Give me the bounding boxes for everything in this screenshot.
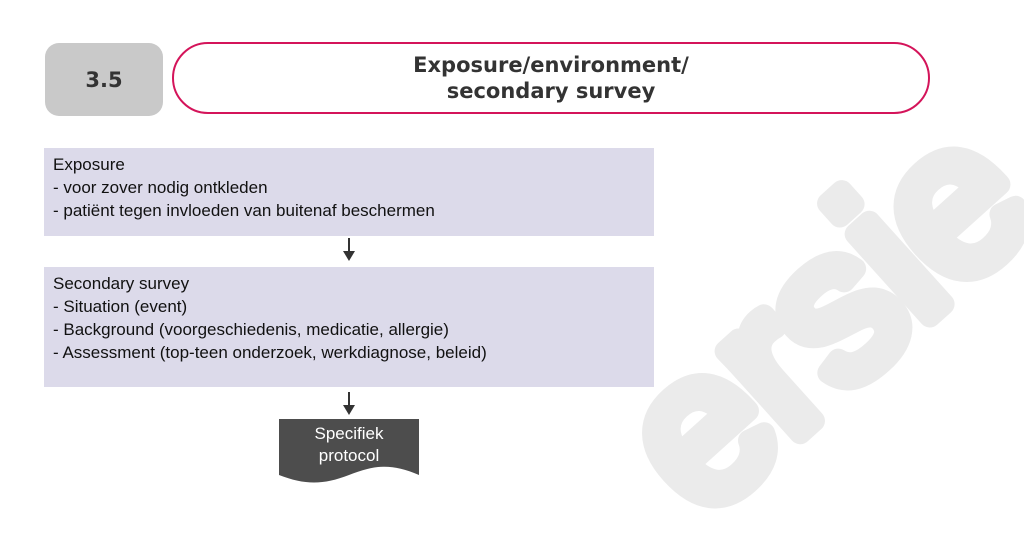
document-label-line-1: Specifiek [314, 424, 384, 443]
exposure-box: Exposure - voor zover nodig ontkleden - … [44, 148, 654, 236]
document-shape [279, 419, 419, 483]
exposure-item: - voor zover nodig ontkleden [53, 178, 268, 197]
section-number: 3.5 [85, 67, 123, 92]
section-title-box: Exposure/environment/ secondary survey [172, 42, 930, 114]
section-title-line-1: Exposure/environment/ [413, 53, 689, 77]
specific-protocol-label: Specifiek protocol [279, 423, 419, 467]
document-label-line-2: protocol [318, 446, 380, 465]
secondary-survey-heading: Secondary survey [53, 274, 190, 293]
section-title-line-2: secondary survey [446, 79, 656, 103]
section-number-badge: 3.5 [45, 43, 163, 116]
down-arrow-icon [343, 392, 355, 415]
secondary-survey-item: - Background (voorgeschiedenis, medicati… [53, 320, 449, 339]
exposure-item: - patiënt tegen invloeden van buitenaf b… [53, 201, 435, 220]
exposure-heading: Exposure [53, 155, 125, 174]
down-arrow-icon [343, 238, 355, 261]
secondary-survey-box: Secondary survey - Situation (event) - B… [44, 267, 654, 387]
secondary-survey-item: - Assessment (top-teen onderzoek, werkdi… [53, 343, 487, 362]
secondary-survey-item: - Situation (event) [53, 297, 188, 316]
